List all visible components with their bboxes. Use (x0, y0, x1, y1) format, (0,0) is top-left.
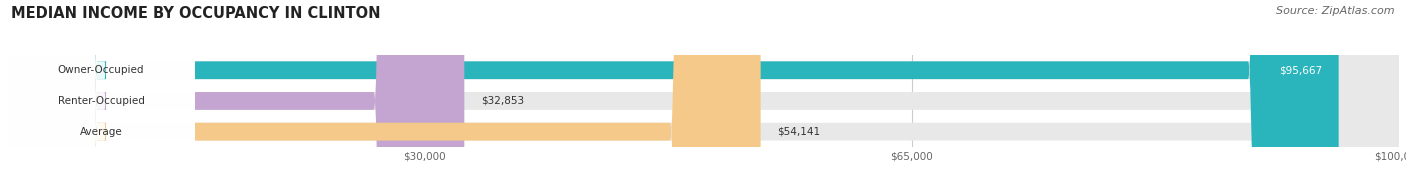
Text: MEDIAN INCOME BY OCCUPANCY IN CLINTON: MEDIAN INCOME BY OCCUPANCY IN CLINTON (11, 6, 381, 21)
FancyBboxPatch shape (7, 0, 195, 196)
Text: $32,853: $32,853 (481, 96, 524, 106)
FancyBboxPatch shape (7, 0, 1399, 196)
FancyBboxPatch shape (7, 0, 1339, 196)
FancyBboxPatch shape (7, 0, 1399, 196)
FancyBboxPatch shape (7, 0, 1399, 196)
Text: Average: Average (80, 127, 122, 137)
FancyBboxPatch shape (7, 0, 464, 196)
Text: Source: ZipAtlas.com: Source: ZipAtlas.com (1277, 6, 1395, 16)
Text: Renter-Occupied: Renter-Occupied (58, 96, 145, 106)
Text: Owner-Occupied: Owner-Occupied (58, 65, 145, 75)
FancyBboxPatch shape (7, 0, 761, 196)
FancyBboxPatch shape (7, 0, 195, 196)
Text: $95,667: $95,667 (1279, 65, 1322, 75)
Text: $54,141: $54,141 (778, 127, 821, 137)
FancyBboxPatch shape (7, 0, 195, 196)
